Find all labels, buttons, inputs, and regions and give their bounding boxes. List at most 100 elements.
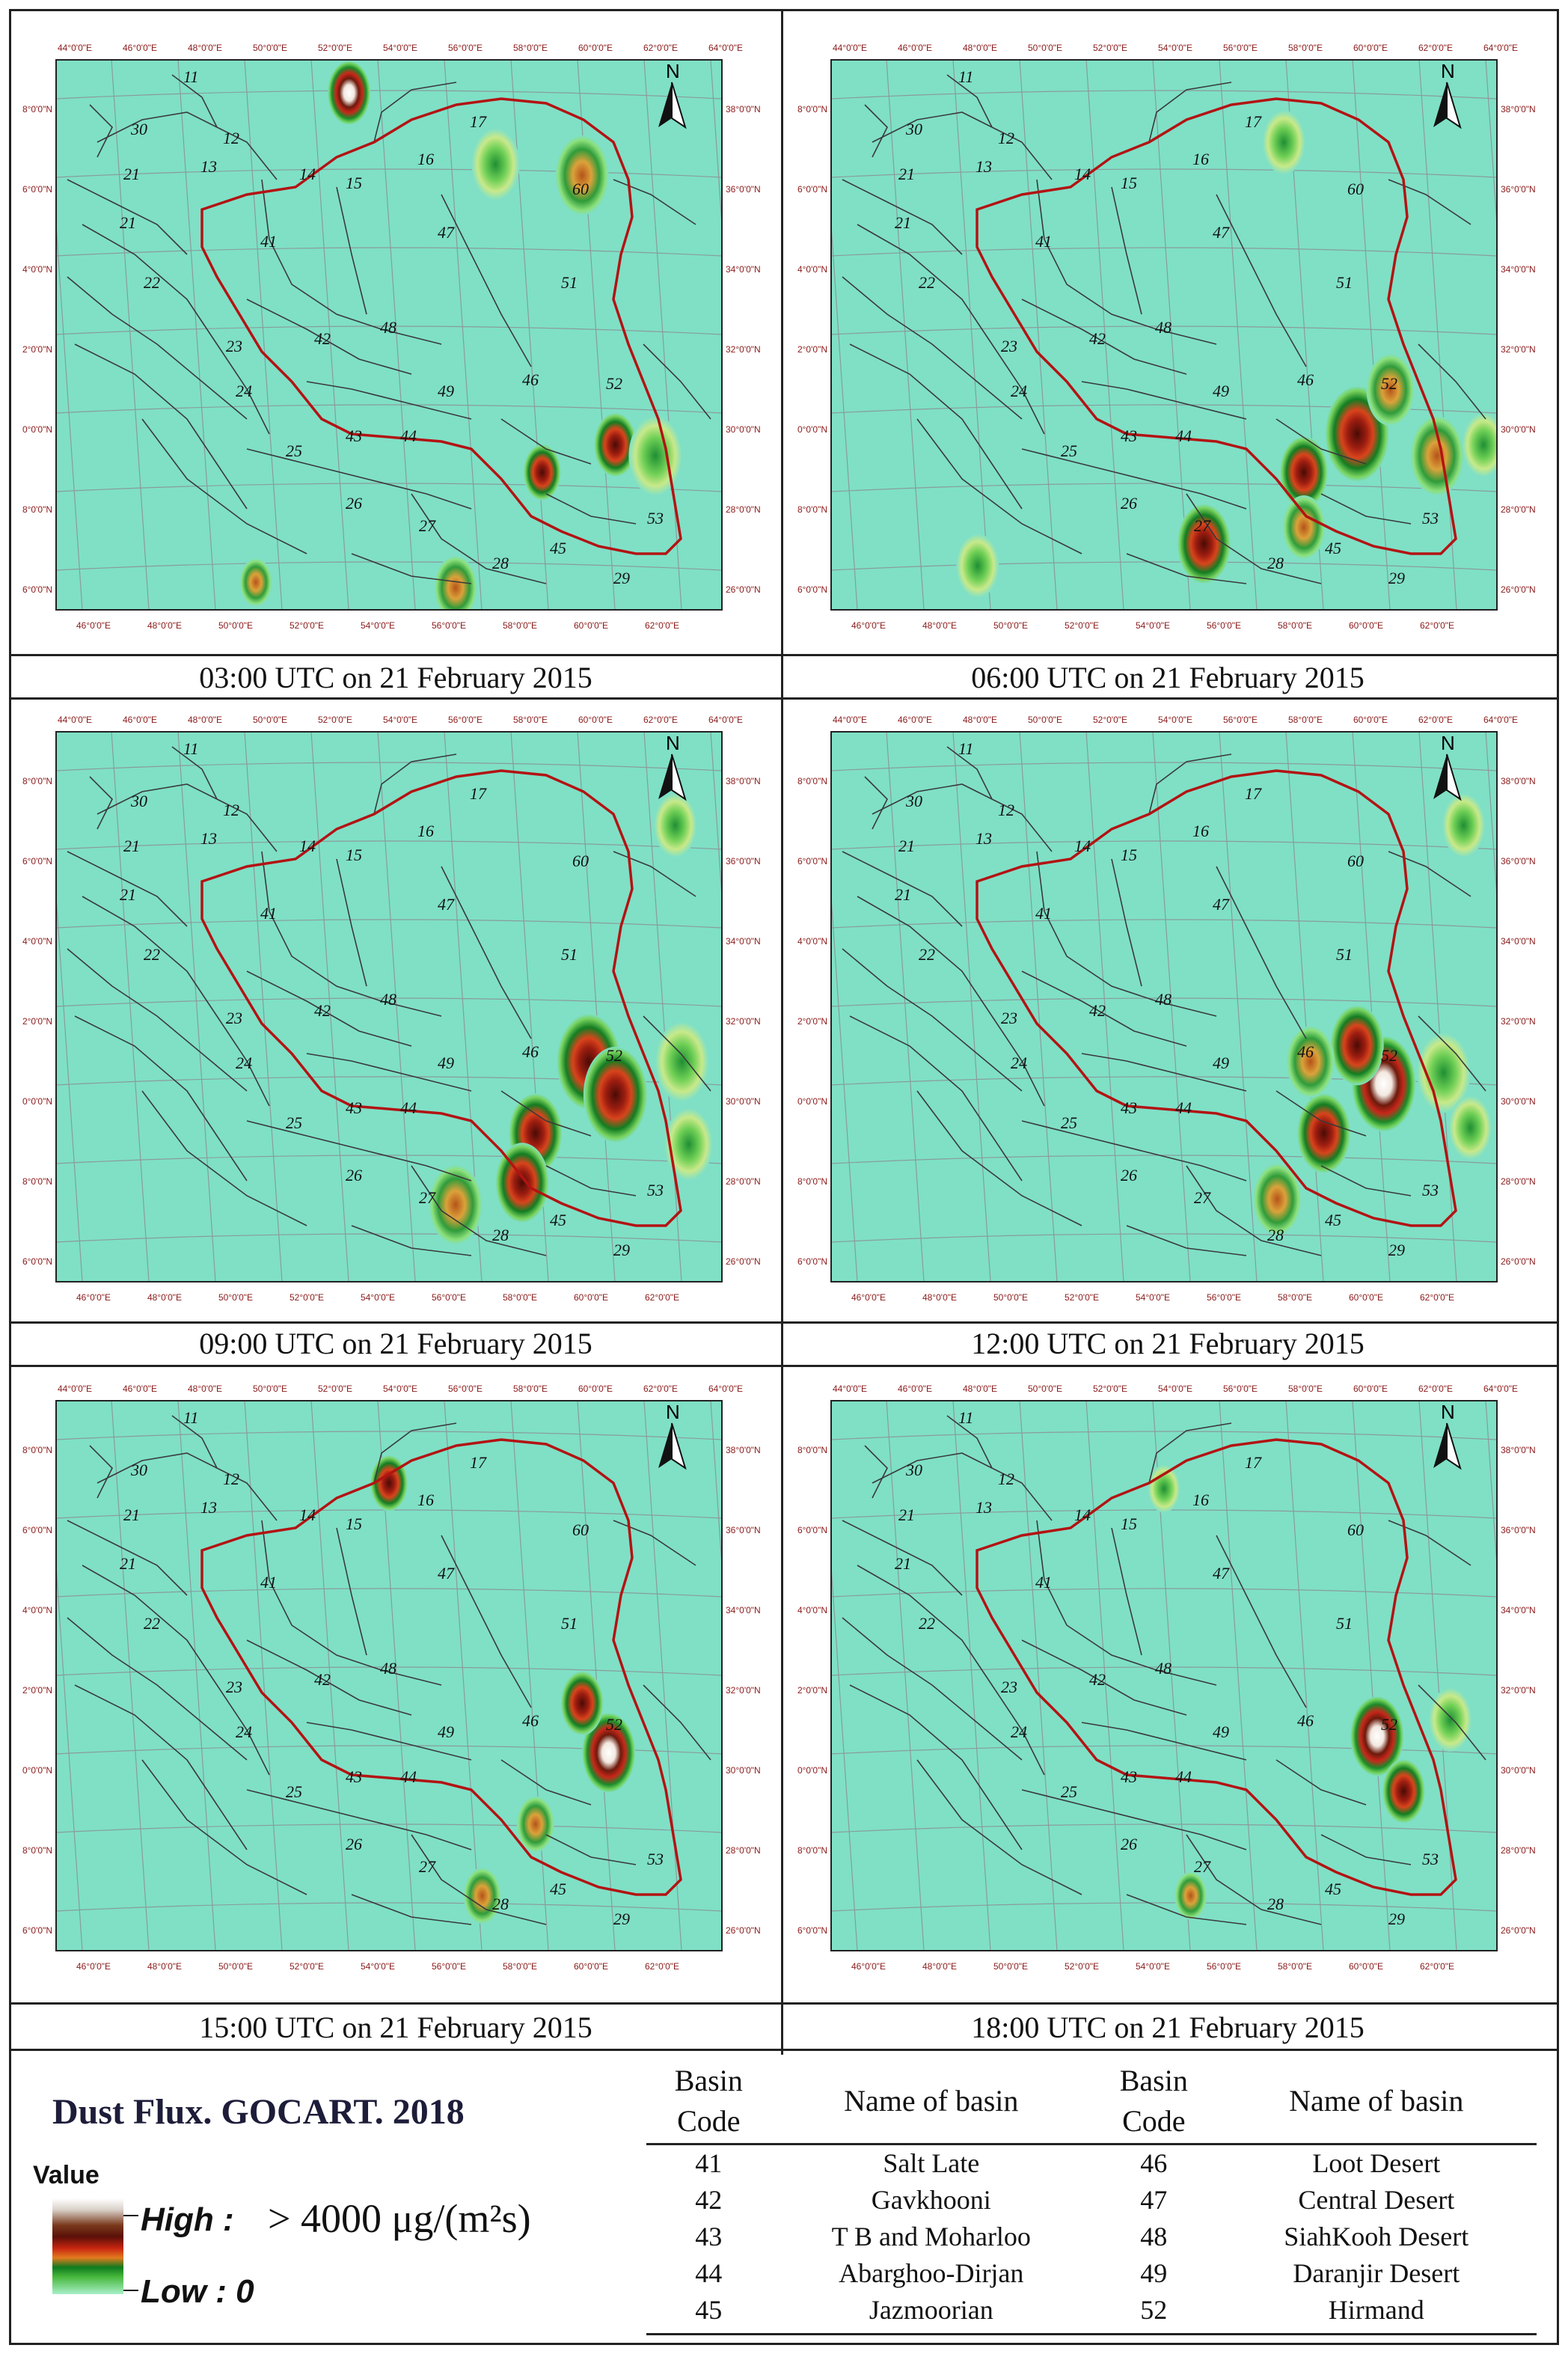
dust-hotspot bbox=[560, 1671, 604, 1735]
basin-number-label: 48 bbox=[1155, 318, 1172, 337]
north-label: N bbox=[666, 1401, 680, 1423]
graticule-meridian bbox=[177, 732, 216, 1282]
graticule-parallel bbox=[56, 997, 722, 1007]
basin-number-label: 48 bbox=[1155, 1659, 1172, 1678]
basin-boundary bbox=[67, 1617, 248, 1761]
basin-boundary bbox=[1148, 753, 1232, 815]
dust-hotspot bbox=[523, 444, 561, 501]
graticule-parallel bbox=[831, 325, 1497, 335]
graticule-meridian bbox=[1152, 732, 1191, 1282]
basin-number-label: 24 bbox=[1011, 382, 1027, 400]
coordinate-tick-label: 56°0'0"E bbox=[432, 620, 466, 631]
row-divider bbox=[9, 1321, 1559, 1324]
coordinate-tick-label: 32°0'0"N bbox=[726, 1016, 761, 1027]
basin-number-label: 14 bbox=[1074, 1505, 1091, 1524]
basin-number-label: 21 bbox=[898, 837, 915, 855]
coordinate-tick-label: 60°0'0"E bbox=[1349, 1292, 1383, 1303]
north-arrow-icon bbox=[658, 82, 687, 129]
column-divider bbox=[781, 9, 783, 2055]
graticule-meridian bbox=[377, 732, 416, 1282]
coordinate-tick-label: 50°0'0"E bbox=[993, 1961, 1028, 1972]
map-frame bbox=[830, 1400, 1498, 1951]
basin-number-label: 43 bbox=[1121, 427, 1137, 445]
map-frame bbox=[55, 1400, 723, 1951]
basin-boundary bbox=[1320, 1165, 1412, 1196]
graticule-parallel bbox=[831, 90, 1497, 100]
basin-boundary bbox=[1216, 1535, 1307, 1708]
coordinate-tick-label: 54°0'0"E bbox=[361, 620, 395, 631]
coordinate-tick-label: 44°0'0"E bbox=[833, 43, 867, 53]
legend-tick bbox=[123, 2290, 138, 2291]
basin-code-cell: 52 bbox=[1140, 2295, 1168, 2325]
graticule-meridian bbox=[244, 732, 283, 1282]
coordinate-tick-label: 48°0'0"E bbox=[963, 715, 997, 725]
coordinate-tick-label: 50°0'0"E bbox=[218, 1961, 253, 1972]
basin-name-cell: Hirmand bbox=[1328, 2295, 1424, 2325]
basin-boundary bbox=[1111, 858, 1142, 987]
basin-number-label: 29 bbox=[613, 1910, 630, 1928]
coordinate-tick-label: 46°0'0"E bbox=[76, 620, 111, 631]
coordinate-tick-label: 64°0'0"E bbox=[1483, 715, 1518, 725]
basin-boundary bbox=[545, 493, 637, 525]
basin-boundary bbox=[842, 276, 1023, 420]
coordinate-tick-label: 30°0'0"N bbox=[797, 424, 827, 435]
coordinate-tick-label: 36°0'0"N bbox=[22, 856, 52, 866]
coordinate-tick-label: 46°0'0"E bbox=[851, 1292, 886, 1303]
column-header: Basin Code bbox=[674, 2064, 743, 2138]
coordinate-tick-label: 26°0'0"N bbox=[797, 1925, 827, 1936]
dust-hotspot bbox=[1297, 1093, 1351, 1173]
map-frame bbox=[55, 731, 723, 1283]
coordinate-tick-label: 30°0'0"N bbox=[797, 1096, 827, 1107]
coordinate-tick-label: 62°0'0"E bbox=[1418, 43, 1453, 53]
coordinate-tick-label: 46°0'0"E bbox=[851, 1961, 886, 1972]
basin-number-label: 11 bbox=[183, 67, 198, 86]
basin-boundary bbox=[1148, 1422, 1232, 1484]
coordinate-tick-label: 52°0'0"E bbox=[318, 43, 352, 53]
basin-number-label: 51 bbox=[561, 945, 578, 964]
basin-number-label: 16 bbox=[1192, 150, 1209, 168]
coordinate-tick-label: 36°0'0"N bbox=[726, 856, 761, 866]
north-arrow-icon bbox=[658, 753, 687, 801]
coordinate-tick-label: 50°0'0"E bbox=[218, 620, 253, 631]
coordinate-tick-label: 36°0'0"N bbox=[1501, 1525, 1536, 1535]
basin-number-label: 51 bbox=[1336, 273, 1353, 292]
graticule-parallel bbox=[831, 1666, 1497, 1676]
basin-number-label: 27 bbox=[419, 1188, 436, 1207]
panel-caption: 03:00 UTC on 21 February 2015 bbox=[199, 661, 592, 694]
basin-number-label: 51 bbox=[561, 273, 578, 292]
basin-number-label: 11 bbox=[958, 1408, 973, 1427]
basin-boundary bbox=[643, 1015, 711, 1092]
basin-number-label: 21 bbox=[898, 165, 915, 183]
coordinate-tick-label: 54°0'0"E bbox=[383, 1384, 417, 1394]
graticule-meridian bbox=[177, 60, 216, 610]
basin-number-label: 17 bbox=[1245, 112, 1262, 131]
dust-hotspot bbox=[1253, 1163, 1302, 1235]
graticule-meridian bbox=[510, 60, 549, 610]
basin-boundary bbox=[171, 74, 218, 128]
graticule-parallel bbox=[831, 1588, 1497, 1598]
coordinate-tick-label: 30°0'0"N bbox=[797, 1765, 827, 1776]
table-row: 43 T B and Moharloo 48 SiahKooh Desert bbox=[646, 2219, 1537, 2255]
coordinate-tick-label: 32°0'0"N bbox=[1501, 1016, 1536, 1027]
basin-boundary bbox=[141, 1759, 307, 1895]
basin-number-label: 15 bbox=[346, 1514, 362, 1533]
basin-number-label: 21 bbox=[123, 1505, 140, 1524]
column-header: Basin Code bbox=[1119, 2064, 1188, 2138]
basin-boundary bbox=[842, 851, 963, 927]
basin-number-label: 42 bbox=[314, 329, 331, 348]
basin-boundary bbox=[849, 1684, 1023, 1850]
dust-hotspot bbox=[1350, 1696, 1404, 1776]
basin-boundary bbox=[1186, 493, 1322, 584]
basin-number-label: 12 bbox=[998, 801, 1014, 819]
graticule-meridian bbox=[1485, 60, 1497, 232]
dust-hotspot bbox=[1262, 110, 1305, 174]
basin-number-label: 49 bbox=[1213, 382, 1229, 400]
basin-number-label: 15 bbox=[1121, 846, 1137, 864]
basin-number-label: 52 bbox=[1381, 1046, 1397, 1065]
coordinate-tick-label: 60°0'0"E bbox=[1349, 620, 1383, 631]
coordinate-tick-label: 62°0'0"E bbox=[1418, 715, 1453, 725]
basin-number-label: 12 bbox=[998, 129, 1014, 147]
basin-number-label: 52 bbox=[1381, 1715, 1397, 1734]
dust-hotspot bbox=[516, 1796, 554, 1853]
basin-boundary bbox=[545, 1165, 637, 1196]
